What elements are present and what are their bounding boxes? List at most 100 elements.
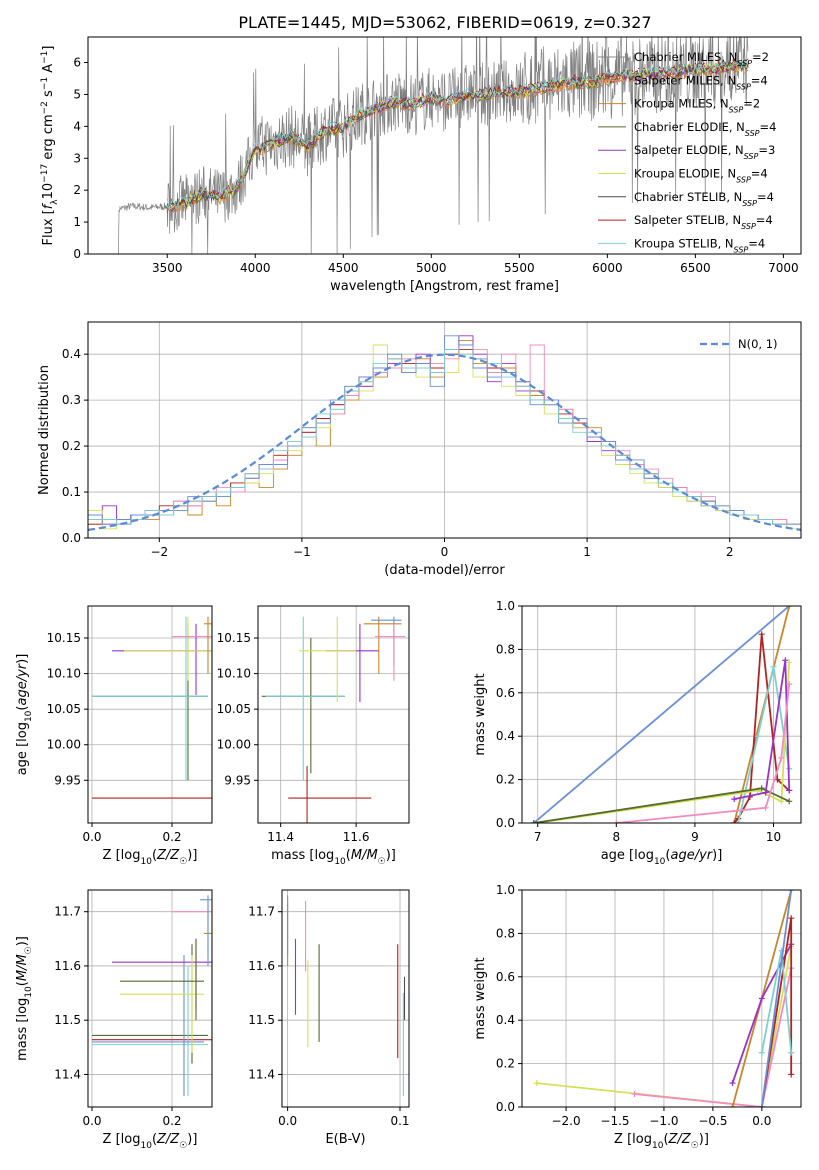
x-axis-label: Z [log10(Z/Z☉)] xyxy=(103,1132,198,1151)
legend-label: Salpeter MILES, NSSP=4 xyxy=(634,73,768,91)
y-tick-label: 1.0 xyxy=(496,599,515,613)
histogram-series xyxy=(88,349,801,538)
label-part: f xyxy=(41,202,56,209)
axes-frame xyxy=(87,889,213,1108)
panel-mass-vs-Z: 0.0 0.211.411.511.611.7Z [log10(Z/Z☉)]mas… xyxy=(15,889,213,1151)
label-part: age [log xyxy=(15,722,30,775)
weight-marker xyxy=(778,798,785,805)
y-axis-label: Normed distribution xyxy=(37,365,52,495)
weight-marker xyxy=(788,1049,795,1056)
label-part: =4 xyxy=(757,190,774,204)
errorbar-point xyxy=(363,616,402,674)
x-tick-label: 0.2 xyxy=(162,1114,181,1128)
errorbar-point xyxy=(375,623,406,681)
y-tick-label: 0.8 xyxy=(496,642,515,656)
weight-marker xyxy=(778,754,785,761)
label-part: Kroupa STELIB, N xyxy=(634,236,734,250)
weight-marker xyxy=(786,787,793,794)
weight-marker xyxy=(788,890,795,893)
y-axis-label: mass weight xyxy=(473,957,488,1039)
weight-marker xyxy=(758,785,765,792)
label-part: Z [log xyxy=(614,1132,652,1147)
y-tick-label: 0.4 xyxy=(496,1013,515,1027)
label-part: A xyxy=(41,64,56,77)
y-tick-label: 0.4 xyxy=(496,729,515,743)
label-part: Kroupa MILES, N xyxy=(634,97,729,111)
x-tick-label: 2 xyxy=(726,545,734,559)
plot-area xyxy=(287,895,406,1097)
label-part: 10 xyxy=(24,986,34,998)
label-part: SSP xyxy=(745,128,760,137)
x-tick-label: 0.2 xyxy=(162,830,181,844)
x-axis-label: Z [log10(Z/Z☉)] xyxy=(103,848,198,867)
label-part: =2 xyxy=(743,97,760,111)
weight-marker xyxy=(631,1090,638,1097)
errorbar-point xyxy=(92,616,208,781)
legend-label: N(0, 1) xyxy=(738,337,778,351)
legend-label: Chabrier ELODIE, NSSP=4 xyxy=(634,120,776,138)
label-part: M/M xyxy=(351,848,378,863)
y-tick-label: 0.6 xyxy=(496,686,515,700)
y-axis-label: mass [log10(M/M☉)] xyxy=(15,936,34,1061)
label-part: Kroupa ELODIE, N xyxy=(634,167,736,181)
label-part: 10 xyxy=(334,857,346,867)
y-tick-label: 0.0 xyxy=(496,816,515,830)
errorbar-point xyxy=(265,616,345,781)
legend-label: Chabrier MILES, NSSP=2 xyxy=(634,50,769,68)
x-tick-label: 0.0 xyxy=(82,1114,101,1128)
x-tick-label: 11.4 xyxy=(267,830,294,844)
plot-area xyxy=(88,335,801,538)
label-part: ☉ xyxy=(179,857,187,867)
weight-marker xyxy=(530,820,537,823)
label-part: age/yr xyxy=(15,662,30,705)
axes: 3500 4000 4500 5000 5500 6000 6500 7000 0 1 2 3 4 5 6 xyxy=(73,56,798,275)
x-axis-label: Z [log10(Z/Z☉)] xyxy=(614,1132,709,1151)
errorbar-point xyxy=(120,955,204,1053)
label-part: Z/Z xyxy=(156,848,180,863)
plot-area xyxy=(261,616,406,823)
axes-frame xyxy=(257,605,410,824)
grid xyxy=(258,606,409,823)
legend-label: Salpeter STELIB, NSSP=4 xyxy=(634,213,773,231)
axes: 0.0 0.2 11.4 11.5 11.6 11.7 xyxy=(54,905,181,1128)
y-tick-label: 11.5 xyxy=(54,1013,81,1027)
label-part: =4 xyxy=(751,167,768,181)
plot-area xyxy=(533,890,795,1107)
y-tick-label: 0.2 xyxy=(496,1057,515,1071)
legend-label: Kroupa STELIB, NSSP=4 xyxy=(634,236,765,254)
y-tick-label: 4 xyxy=(73,119,81,133)
label-part: Z [log xyxy=(103,848,141,863)
weight-marker xyxy=(762,789,769,796)
spectrum-data-line xyxy=(117,37,749,254)
x-axis-label: (data-model)/error xyxy=(384,563,505,578)
label-part: SSP xyxy=(742,198,757,207)
label-part: =4 xyxy=(748,236,765,250)
y-axis-label: age [log10(age/yr)] xyxy=(15,654,34,776)
label-part: mass [log xyxy=(15,998,30,1061)
weight-marker xyxy=(786,798,793,805)
y-tick-label: 0.2 xyxy=(62,439,81,453)
label-part: 10 xyxy=(24,710,34,722)
label-part: Z/Z xyxy=(156,1132,180,1147)
label-part: −1 xyxy=(40,51,50,64)
grid xyxy=(88,606,212,823)
weight-line xyxy=(760,890,793,1107)
y-tick-label: 9.95 xyxy=(224,773,251,787)
weight-line xyxy=(634,967,793,1107)
model-line-kroupa-stelib xyxy=(166,57,749,211)
label-part: ( xyxy=(665,848,670,863)
x-tick-label: −0.5 xyxy=(698,1114,727,1128)
errorbar-point xyxy=(92,623,208,781)
y-tick-label: 2 xyxy=(73,183,81,197)
x-axis-label: age [log10(age/yr)] xyxy=(601,848,723,867)
label-part: )] xyxy=(386,848,396,863)
x-tick-label: 6000 xyxy=(592,261,623,275)
x-tick-label: −2.0 xyxy=(551,1114,580,1128)
panel-mass-vs-ebv: 0.0 0.1 11.4 11.5 11.6 11.7 E(B-V) xyxy=(248,889,410,1147)
weight-marker xyxy=(613,820,620,823)
weight-marker xyxy=(758,631,765,638)
x-axis-label: wavelength [Angstrom, rest frame] xyxy=(330,279,559,294)
label-part: SSP xyxy=(736,82,751,91)
weight-marker xyxy=(754,733,761,740)
